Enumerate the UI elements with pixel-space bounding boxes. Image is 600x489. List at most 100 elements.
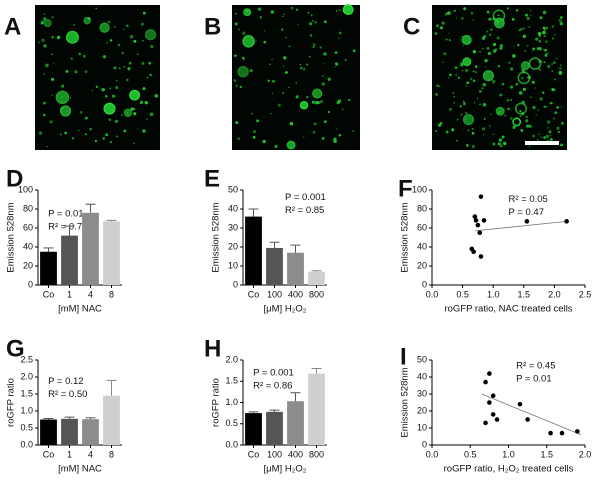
micrograph-spot (41, 38, 45, 42)
micrograph-spot (535, 114, 537, 116)
micrograph-spot (78, 129, 80, 132)
micrograph-spot (109, 141, 113, 144)
micrograph-spot (561, 121, 564, 125)
micrograph-spot (89, 127, 92, 131)
bar (266, 247, 283, 285)
micrograph-spot (536, 138, 539, 141)
x-tick-label: 1 (67, 289, 72, 299)
micrograph-spot (55, 90, 70, 105)
bar (308, 271, 325, 285)
panel-letter: E (204, 165, 220, 192)
micrograph-spot (308, 22, 313, 26)
micrograph-spot (436, 84, 439, 87)
bar (82, 419, 99, 445)
x-axis-title: roGFP ratio, H₂O₂ treated cells (444, 464, 574, 475)
micrograph-spot (557, 131, 561, 134)
micrograph-spot (525, 115, 528, 118)
micrograph-spot (439, 26, 444, 30)
micrograph-spot (51, 94, 53, 96)
micrograph-spot (522, 34, 527, 39)
micrograph-spot (83, 16, 91, 25)
micrograph-spot (150, 44, 154, 49)
micrograph-spot (510, 117, 513, 120)
micrograph-spot (461, 69, 464, 72)
micrograph-spot (148, 61, 152, 65)
micrograph-spot (116, 79, 118, 82)
x-tick-label: 8 (109, 449, 114, 459)
micrograph-spot (302, 67, 306, 71)
bar (245, 216, 262, 285)
bar (103, 395, 120, 445)
micrograph-spot (517, 43, 520, 47)
y-axis-title: Emission 528nm (400, 202, 411, 272)
micrograph-spot (441, 21, 445, 25)
micrograph-spot (486, 10, 490, 14)
micrograph-spot (70, 57, 73, 60)
y-tick-label: 50 (228, 184, 238, 194)
micrograph-spot (334, 66, 336, 68)
micrograph-spot (129, 89, 141, 101)
micrograph-spot (538, 133, 540, 136)
micrograph-spot (551, 37, 554, 40)
micrograph-spot (449, 73, 452, 77)
x-axis-title: [mM] NAC (58, 304, 102, 315)
micrograph-spot (559, 67, 562, 70)
annotation: P = 0.12 (48, 376, 83, 387)
x-tick-label: Co (43, 289, 55, 299)
x-tick-label: 8 (109, 289, 114, 299)
micrograph-spot (270, 113, 272, 115)
micrograph-spot (499, 93, 503, 97)
micrograph-spot (241, 56, 245, 60)
micrograph-spot (546, 120, 551, 124)
micrograph-spot (123, 129, 127, 133)
micrograph-spot (521, 100, 525, 104)
micrograph-spot (451, 128, 455, 132)
micrograph-spot (323, 120, 327, 124)
micrograph-spot (142, 39, 144, 42)
bar (287, 401, 304, 445)
micrograph-spot (476, 97, 479, 100)
micrograph-spot (237, 65, 249, 78)
micrograph-spot (521, 111, 525, 116)
micrograph-spot (349, 11, 353, 15)
micrograph-spot (547, 127, 549, 129)
micrograph-spot (442, 61, 444, 63)
micrograph-spot (519, 109, 522, 113)
point (478, 254, 484, 259)
micrograph-spot (560, 143, 563, 147)
micrograph-spot (544, 105, 547, 108)
x-tick-label: 0.5 (456, 289, 469, 299)
micrograph-spot (549, 101, 552, 105)
micrograph-spot (142, 129, 146, 133)
micrograph-spot (488, 79, 491, 81)
micrograph-spot (242, 35, 255, 48)
micrograph-spot (535, 37, 539, 41)
x-tick-label: 100 (267, 289, 282, 299)
micrograph-spot (537, 109, 540, 111)
point (524, 219, 530, 224)
micrograph-spot (499, 44, 503, 48)
annotation: R² = 0.85 (285, 205, 324, 216)
micrograph-spot (524, 50, 526, 52)
point (490, 393, 496, 399)
micrograph-spot (531, 50, 534, 52)
micrograph-spot (297, 23, 299, 26)
micrograph-spot (144, 29, 157, 41)
micrograph-spot (497, 14, 500, 17)
micrograph-spot (529, 10, 532, 12)
micrograph-spot (42, 16, 47, 21)
bar (103, 221, 120, 285)
micrograph-spot (122, 28, 125, 31)
micrograph-spot (154, 94, 159, 98)
micrograph-spot (281, 28, 284, 31)
micrograph-spot (473, 102, 475, 104)
micrograph-spot (464, 68, 469, 73)
micrograph-spot (556, 126, 560, 130)
micrograph-spot (435, 24, 439, 28)
micrograph-spot (290, 6, 294, 10)
micrograph-spot (130, 107, 134, 111)
micrograph-spot (78, 52, 82, 56)
y-tick-label: 40 (228, 203, 238, 213)
micrograph-spot (498, 110, 501, 113)
micrograph-spot (508, 61, 511, 64)
